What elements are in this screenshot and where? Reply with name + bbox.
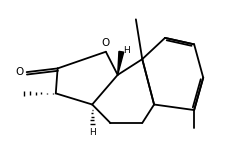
Text: O: O [102,39,110,49]
Polygon shape [118,51,124,75]
Text: O: O [16,67,24,77]
Text: H: H [89,128,95,137]
Text: H: H [123,46,130,55]
